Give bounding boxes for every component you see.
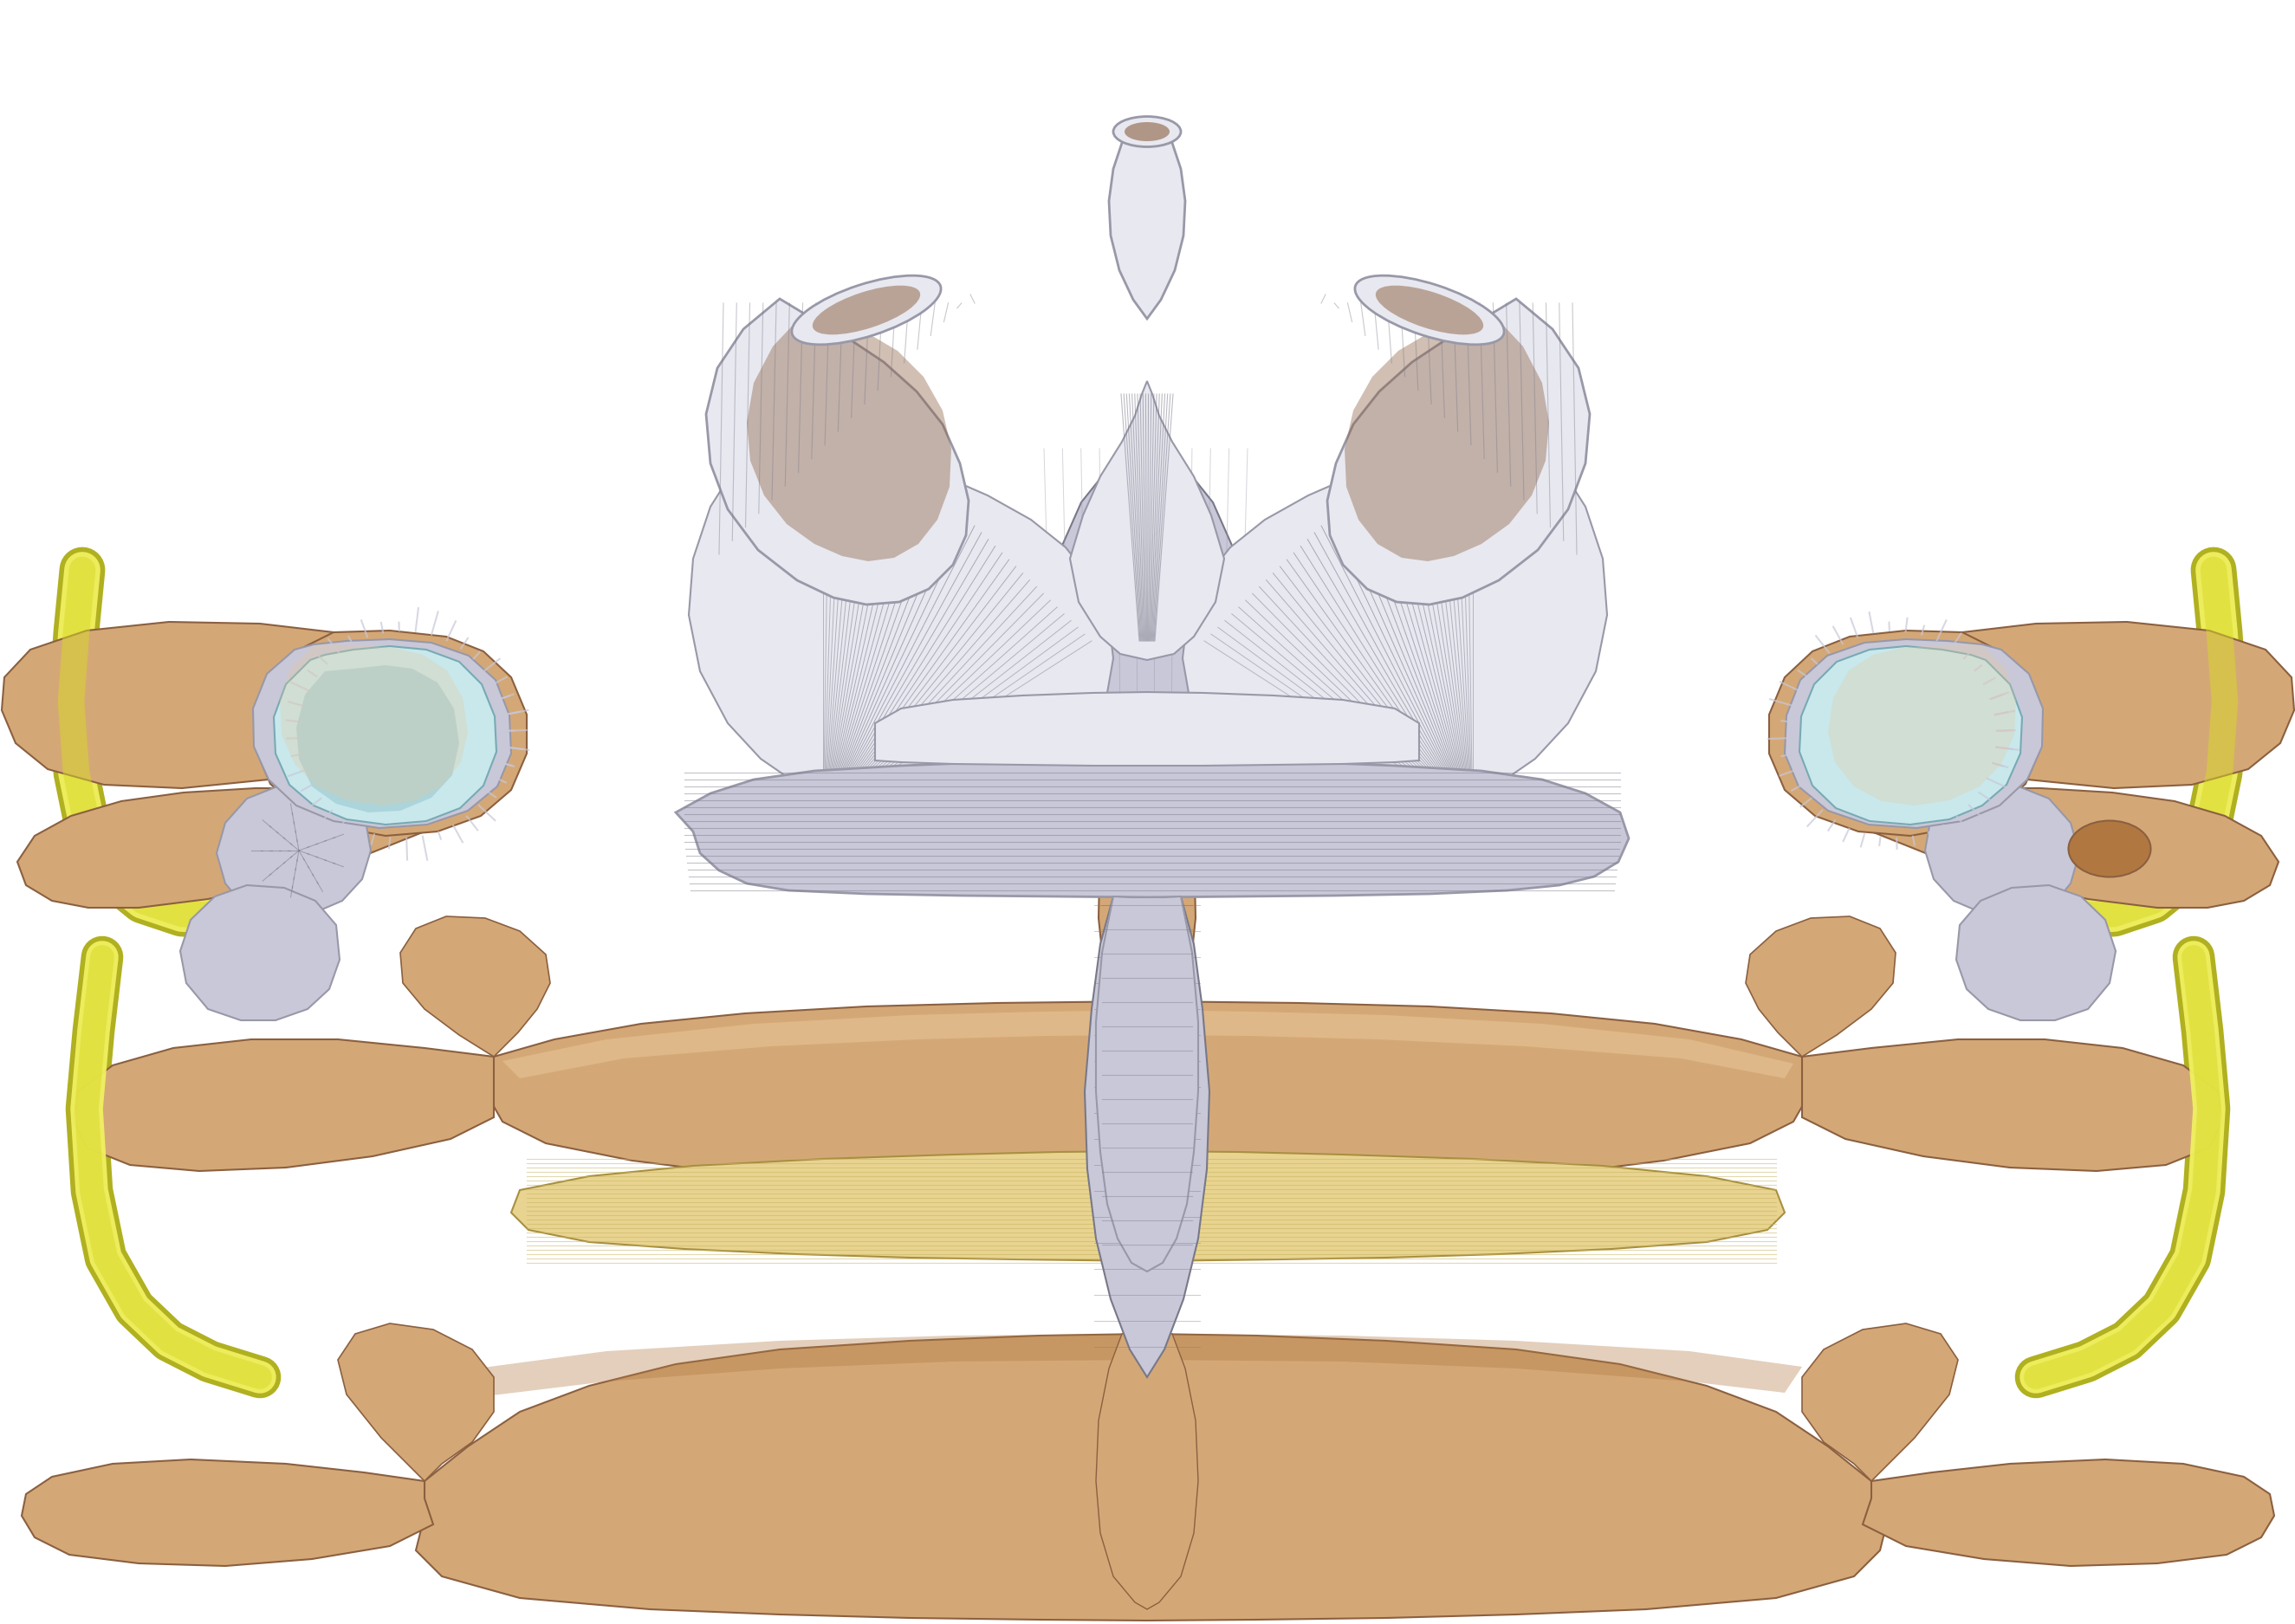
Ellipse shape — [1375, 286, 1483, 335]
Polygon shape — [1345, 315, 1549, 562]
Polygon shape — [707, 299, 968, 604]
Polygon shape — [73, 1039, 493, 1171]
Polygon shape — [1182, 377, 1606, 804]
Polygon shape — [21, 1460, 434, 1566]
Polygon shape — [1802, 1324, 1958, 1481]
Polygon shape — [18, 788, 482, 908]
Ellipse shape — [792, 276, 941, 344]
Polygon shape — [216, 786, 372, 916]
Polygon shape — [1746, 916, 1896, 1057]
Polygon shape — [415, 1333, 1889, 1621]
Ellipse shape — [812, 286, 920, 335]
Polygon shape — [399, 916, 551, 1057]
Polygon shape — [181, 885, 340, 1020]
Polygon shape — [484, 1002, 1811, 1190]
Polygon shape — [1815, 788, 2279, 908]
Polygon shape — [1955, 885, 2116, 1020]
Polygon shape — [1086, 896, 1209, 1377]
Polygon shape — [675, 760, 1629, 898]
Polygon shape — [1097, 1332, 1198, 1609]
Polygon shape — [1864, 1460, 2274, 1566]
Polygon shape — [1799, 646, 2022, 825]
Polygon shape — [255, 630, 528, 836]
Polygon shape — [503, 1010, 1792, 1078]
Polygon shape — [1802, 1039, 2222, 1171]
Polygon shape — [874, 692, 1418, 765]
Polygon shape — [477, 1333, 1802, 1397]
Polygon shape — [1097, 896, 1198, 1272]
Polygon shape — [2, 622, 386, 788]
Ellipse shape — [1125, 122, 1170, 141]
Polygon shape — [746, 315, 950, 562]
Ellipse shape — [1113, 117, 1182, 146]
Polygon shape — [688, 377, 1113, 804]
Polygon shape — [1047, 443, 1248, 760]
Polygon shape — [1909, 622, 2295, 788]
Ellipse shape — [1354, 276, 1503, 344]
Polygon shape — [1926, 786, 2079, 916]
Polygon shape — [1769, 630, 2040, 836]
Polygon shape — [273, 646, 496, 825]
Polygon shape — [337, 1324, 493, 1481]
Polygon shape — [1786, 640, 2043, 828]
Polygon shape — [1069, 382, 1223, 659]
Polygon shape — [1099, 637, 1196, 1000]
Polygon shape — [1097, 895, 1198, 1350]
Polygon shape — [252, 640, 512, 828]
Polygon shape — [512, 1151, 1786, 1262]
Polygon shape — [1829, 645, 2015, 806]
Polygon shape — [296, 666, 459, 812]
Polygon shape — [1108, 128, 1184, 318]
Ellipse shape — [2068, 820, 2150, 877]
Polygon shape — [280, 645, 468, 806]
Polygon shape — [1327, 299, 1590, 604]
